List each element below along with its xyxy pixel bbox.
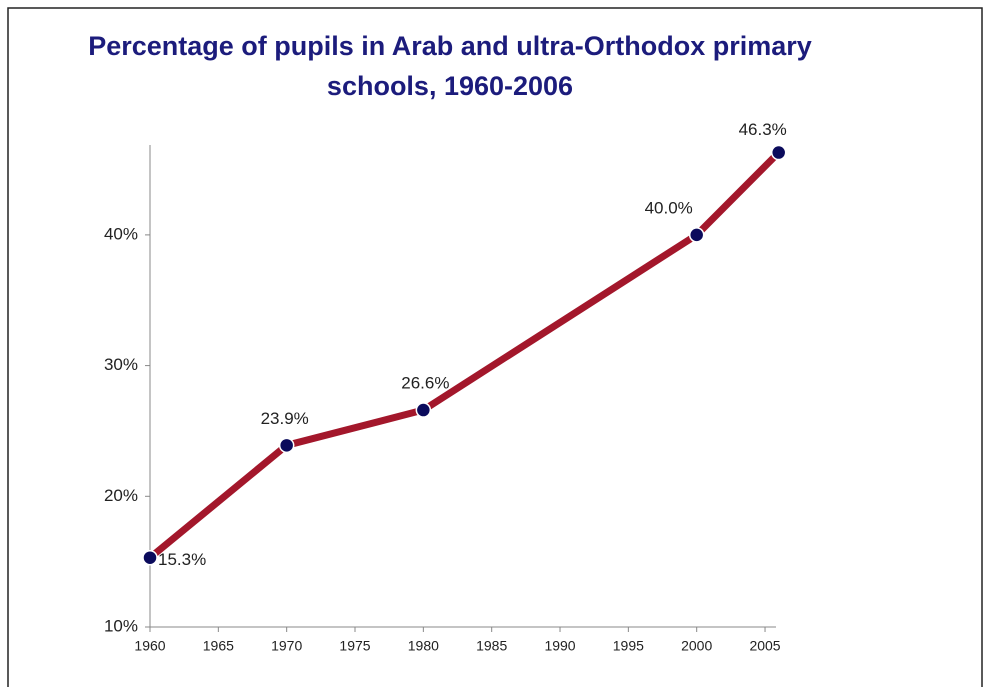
data-point — [278, 437, 295, 454]
data-label: 26.6% — [401, 374, 449, 393]
y-tick-label: 30% — [104, 355, 138, 374]
x-tick-label: 1960 — [134, 638, 165, 654]
chart-title: Percentage of pupils in Arab and ultra-O… — [88, 31, 812, 101]
data-label: 23.9% — [261, 409, 309, 428]
x-tick-label: 2005 — [749, 638, 780, 654]
x-tick-label: 1975 — [339, 638, 370, 654]
x-tick-label: 2000 — [681, 638, 712, 654]
y-tick-label: 20% — [104, 486, 138, 505]
y-tick-label: 10% — [104, 616, 138, 635]
y-tick-label: 40% — [104, 224, 138, 243]
x-tick-label: 1980 — [408, 638, 439, 654]
data-point — [142, 549, 158, 566]
x-tick-label: 1970 — [271, 638, 302, 654]
x-tick-label: 1995 — [613, 638, 644, 654]
x-tick-label: 1965 — [203, 638, 234, 654]
data-label: 15.3% — [158, 550, 206, 569]
frame — [7, 7, 983, 687]
x-tick-label: 1985 — [476, 638, 507, 654]
x-tick-label: 1990 — [544, 638, 575, 654]
data-label: 40.0% — [645, 198, 693, 217]
data-label: 46.3% — [739, 120, 787, 139]
data-point — [415, 402, 432, 418]
data-point — [770, 144, 787, 161]
data-point — [688, 227, 705, 243]
